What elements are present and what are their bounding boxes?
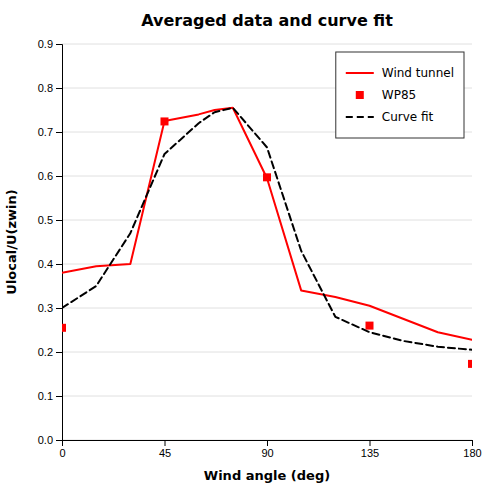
tick: 0.6 bbox=[38, 170, 62, 182]
tick: 0.3 bbox=[38, 302, 62, 314]
scatter-point bbox=[62, 324, 66, 332]
tick-mark bbox=[56, 132, 62, 133]
legend-frame bbox=[336, 52, 464, 138]
tick: 0.1 bbox=[38, 390, 62, 402]
tick: 0.4 bbox=[38, 258, 62, 270]
tick-label: 135 bbox=[361, 447, 379, 459]
x-axis-title: Wind angle (deg) bbox=[204, 468, 330, 483]
tick-label: 0.9 bbox=[38, 38, 53, 50]
x-axis-line bbox=[63, 441, 473, 447]
tick: 135 bbox=[361, 440, 379, 459]
tick: 0.8 bbox=[38, 82, 62, 94]
tick-label: 0.7 bbox=[38, 126, 53, 138]
tick-label: 0.3 bbox=[38, 302, 53, 314]
grid-line bbox=[62, 44, 472, 45]
tick: 90 bbox=[261, 440, 273, 459]
tick-label: 0.8 bbox=[38, 82, 53, 94]
tick-mark bbox=[56, 308, 62, 309]
tick-mark bbox=[56, 396, 62, 397]
tick-label: 45 bbox=[159, 447, 171, 459]
tick-label: 0.4 bbox=[38, 258, 53, 270]
tick: 0 bbox=[59, 440, 65, 459]
tick-label: 90 bbox=[261, 447, 273, 459]
tick: 0.9 bbox=[38, 38, 62, 50]
tick-mark bbox=[56, 176, 62, 177]
legend-label: WP85 bbox=[382, 88, 416, 102]
tick-mark bbox=[370, 440, 371, 446]
scatter-point bbox=[366, 322, 374, 330]
tick-label: 180 bbox=[463, 447, 481, 459]
tick-mark bbox=[267, 440, 268, 446]
data-marks bbox=[62, 108, 472, 368]
scatter-point bbox=[263, 173, 271, 181]
tick-label: 0.1 bbox=[38, 390, 53, 402]
series-line bbox=[62, 108, 472, 340]
series-line bbox=[62, 108, 472, 350]
grid bbox=[62, 44, 472, 440]
grid-line bbox=[62, 352, 472, 353]
tick-mark bbox=[56, 352, 62, 353]
tick-label: 0 bbox=[59, 447, 65, 459]
grid-line bbox=[62, 396, 472, 397]
tick: 45 bbox=[159, 440, 171, 459]
plot-area: 045901351800.00.10.20.30.40.50.60.70.80.… bbox=[38, 38, 482, 459]
scatter-point bbox=[161, 117, 169, 125]
grid-line bbox=[62, 220, 472, 221]
tick-mark bbox=[56, 440, 62, 441]
tick-mark bbox=[56, 220, 62, 221]
tick: 0.2 bbox=[38, 346, 62, 358]
legend-swatch bbox=[356, 91, 364, 99]
tick-mark bbox=[56, 44, 62, 45]
legend-swatch bbox=[346, 116, 374, 118]
title: Averaged data and curve fit bbox=[141, 11, 393, 30]
tick: 0.5 bbox=[38, 214, 62, 226]
tick-label: 0.2 bbox=[38, 346, 53, 358]
legend-label: Curve fit bbox=[382, 110, 434, 124]
chart: 045901351800.00.10.20.30.40.50.60.70.80.… bbox=[0, 0, 494, 492]
tick-label: 0.5 bbox=[38, 214, 53, 226]
y-axis-title: Ulocal/U(zwin) bbox=[4, 189, 19, 294]
y-axis-line bbox=[56, 45, 63, 441]
tick-label: 0.6 bbox=[38, 170, 53, 182]
legend-entry: WP85 bbox=[356, 88, 416, 102]
x-axis: 0 45 90 135 180 bbox=[59, 440, 481, 459]
scatter-point bbox=[468, 360, 472, 368]
tick-mark bbox=[56, 264, 62, 265]
legend-entry: Curve fit bbox=[346, 110, 434, 124]
grid-line bbox=[62, 308, 472, 309]
tick-mark bbox=[56, 88, 62, 89]
legend-swatch bbox=[346, 72, 374, 74]
tick-label: 0.0 bbox=[38, 434, 53, 446]
legend: Wind tunnel WP85 Curve fit bbox=[336, 52, 464, 138]
legend-label: Wind tunnel bbox=[382, 66, 454, 80]
tick: 0.7 bbox=[38, 126, 62, 138]
y-axis: 0.0 0.1 0.2 0.3 0.4 0.5 0.6 0.7 0.8 0.9 bbox=[38, 38, 63, 446]
tick-mark bbox=[165, 440, 166, 446]
tick-mark bbox=[472, 440, 473, 446]
tick: 0.0 bbox=[38, 434, 62, 446]
legend-entry: Wind tunnel bbox=[346, 66, 454, 80]
tick: 180 bbox=[463, 440, 481, 459]
